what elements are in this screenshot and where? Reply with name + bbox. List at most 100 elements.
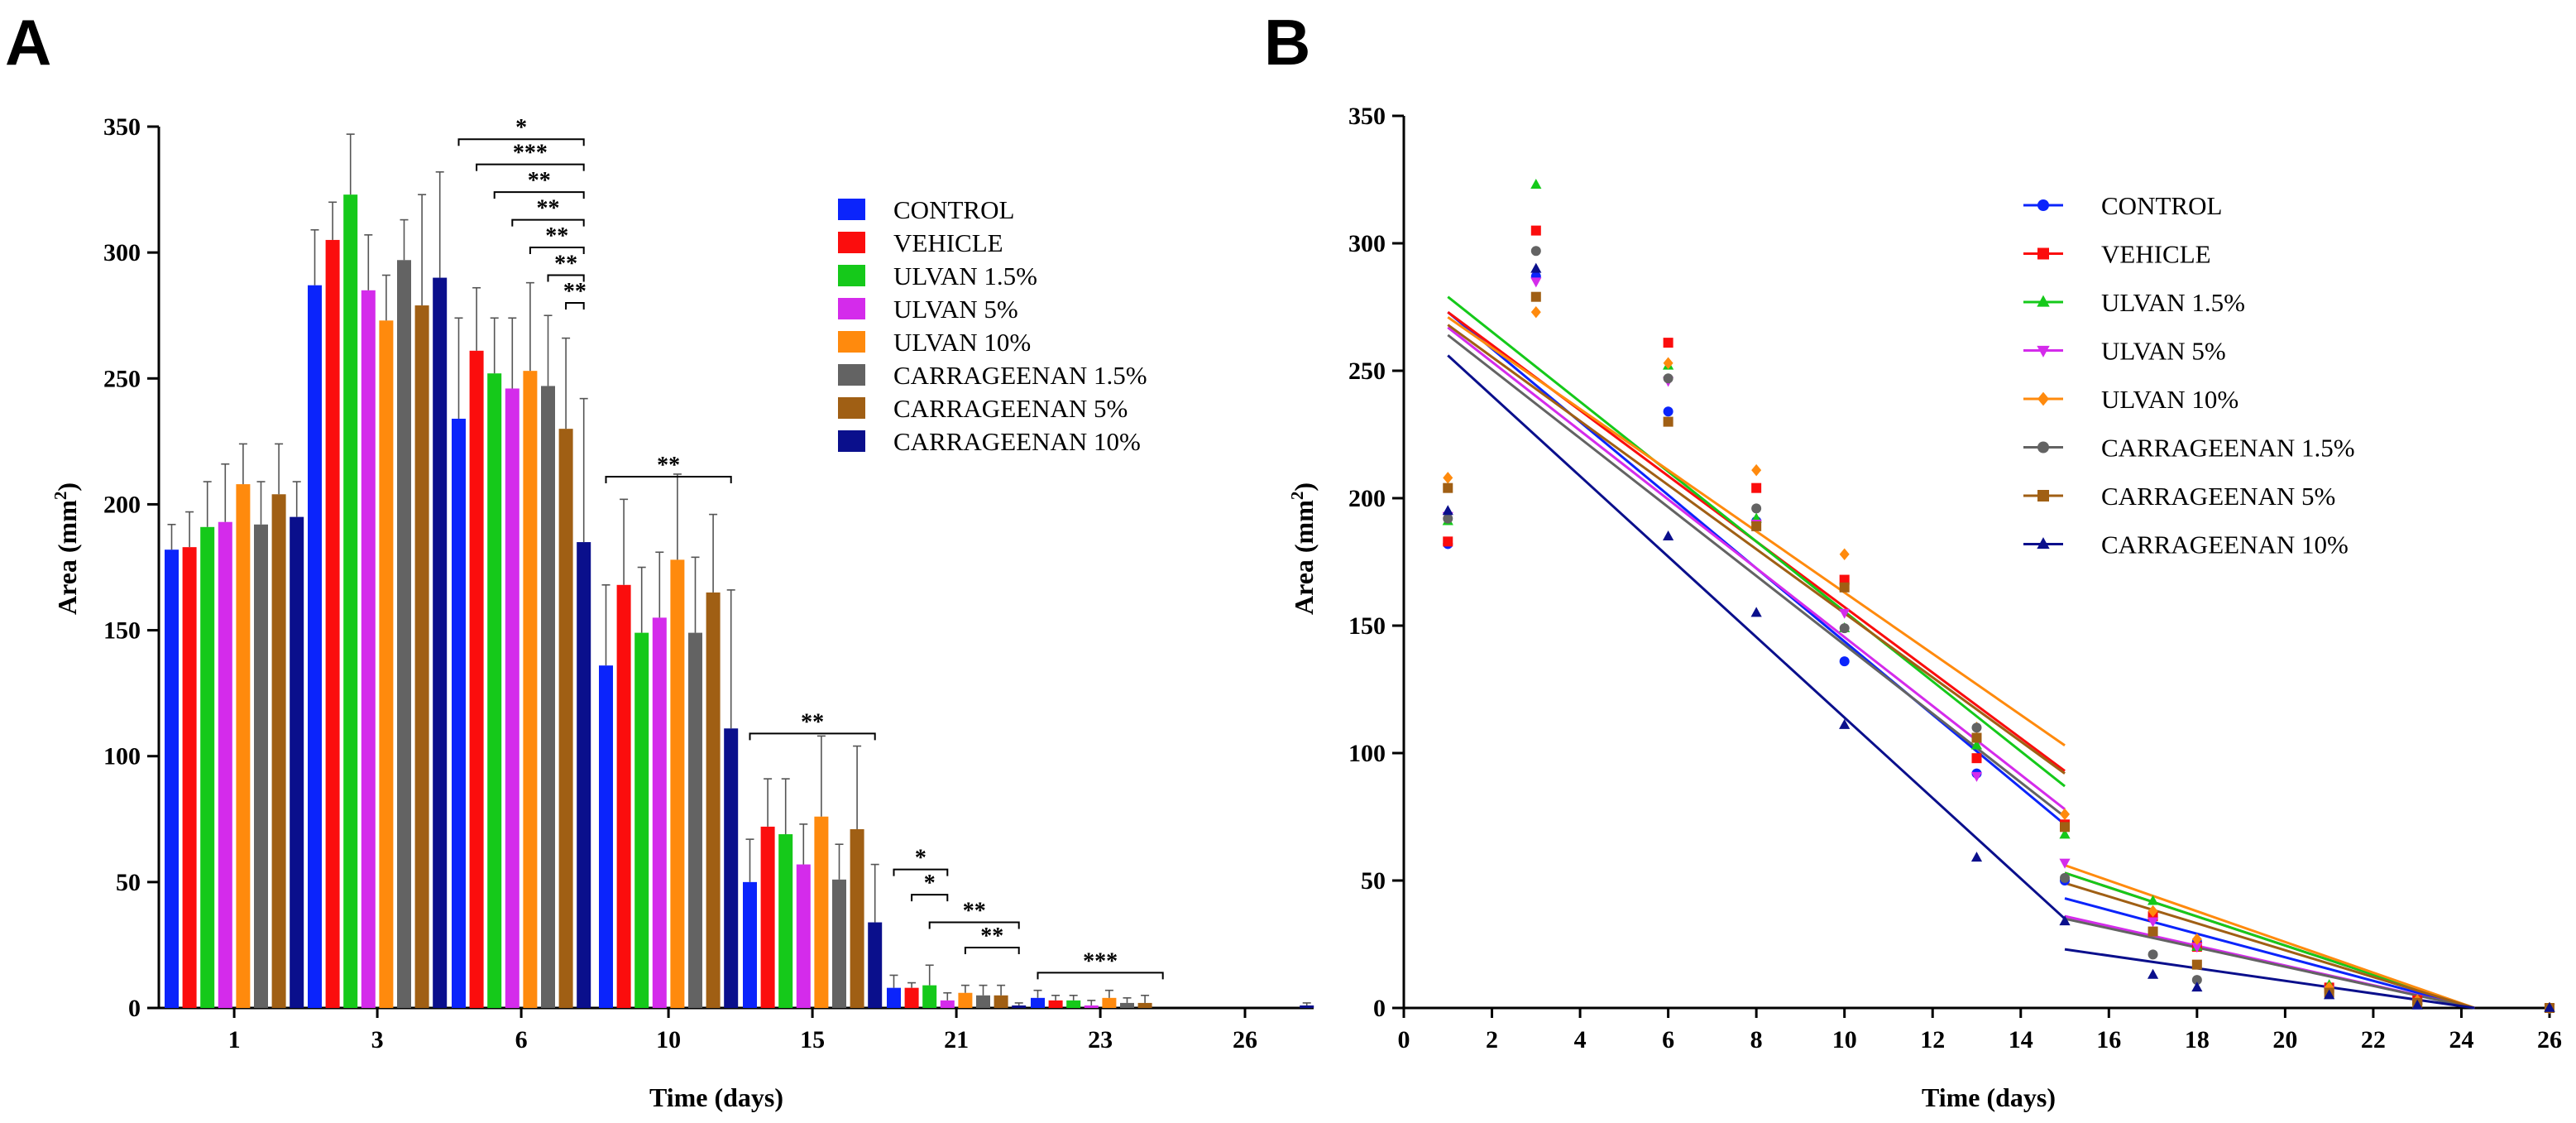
significance-bracket xyxy=(911,894,949,902)
bar xyxy=(1048,1000,1063,1008)
significance-label: ** xyxy=(563,279,587,305)
panel-b-x-tick-label: 24 xyxy=(2449,1026,2473,1053)
data-point xyxy=(1442,505,1453,516)
bar xyxy=(922,985,937,1008)
significance-label: ** xyxy=(801,709,824,735)
data-point xyxy=(1443,513,1453,524)
data-point xyxy=(2147,968,2159,979)
bar xyxy=(778,834,793,1008)
significance-label: * xyxy=(915,846,926,871)
panel-b-x-tick-label: 22 xyxy=(2361,1026,2386,1053)
data-point xyxy=(1839,582,1850,593)
legend-label: CONTROL xyxy=(893,195,1014,224)
significance-bracket xyxy=(893,868,949,876)
data-point xyxy=(1663,406,1673,417)
bar xyxy=(652,617,667,1008)
panel-b-x-tick-label: 10 xyxy=(1832,1026,1857,1053)
panel-b-x-tick-label: 26 xyxy=(2537,1026,2562,1053)
significance-label: ** xyxy=(657,453,680,478)
panel-a-y-tick-label: 150 xyxy=(103,617,141,645)
legend-label: ULVAN 10% xyxy=(2101,385,2238,414)
legend-swatch xyxy=(838,199,865,220)
bar xyxy=(1084,1005,1099,1008)
data-point xyxy=(2147,895,2159,905)
significance-label: ** xyxy=(980,924,1003,949)
data-point xyxy=(1663,338,1673,348)
data-point xyxy=(1839,656,1850,667)
panel-a-x-tick-label: 23 xyxy=(1088,1026,1113,1053)
panel-a-x-axis-title: Time (days) xyxy=(649,1082,783,1112)
data-point xyxy=(2191,975,2202,986)
bar xyxy=(994,995,1008,1008)
data-point xyxy=(1751,521,1762,531)
significance-label: ** xyxy=(545,223,568,249)
bar xyxy=(1137,1002,1152,1008)
panel-a-x-tick-label: 15 xyxy=(800,1026,825,1053)
significance-label: ** xyxy=(963,899,986,924)
data-point xyxy=(1839,548,1850,560)
data-point xyxy=(1751,463,1762,477)
panel-b-y-tick-label: 350 xyxy=(1348,103,1386,130)
data-point xyxy=(2544,1001,2555,1012)
panel-b-x-tick-label: 8 xyxy=(1750,1026,1763,1053)
data-point xyxy=(2191,933,2202,946)
trend-line xyxy=(1447,295,2066,788)
legend-label: VEHICLE xyxy=(2101,240,2211,269)
data-point xyxy=(2147,905,2158,918)
significance-bracket xyxy=(964,946,1020,954)
data-point xyxy=(1530,246,1541,257)
panel-a-x-tick-label: 10 xyxy=(656,1026,681,1053)
data-point xyxy=(1530,225,1541,236)
legend-label: ULVAN 10% xyxy=(893,328,1031,357)
data-point xyxy=(1530,277,1542,288)
significance-label: ** xyxy=(554,252,577,277)
panel-b-y-axis-superscript: 2 xyxy=(1287,492,1307,501)
bar xyxy=(361,290,376,1008)
bar xyxy=(724,728,739,1008)
trend-line xyxy=(2064,948,2475,1010)
bar xyxy=(814,816,829,1008)
panel-a-y-tick-label: 200 xyxy=(103,491,141,518)
bar xyxy=(271,494,286,1008)
data-point xyxy=(1751,503,1762,514)
trend-line xyxy=(2064,864,2475,1010)
bar xyxy=(236,484,251,1008)
panel-b-letter: B xyxy=(1264,6,1310,79)
bar xyxy=(1300,1005,1314,1008)
bar xyxy=(634,632,649,1008)
panel-b-x-tick-label: 16 xyxy=(2096,1026,2121,1053)
legend-label: CARRAGEENAN 1.5% xyxy=(2101,434,2355,463)
panel-b-y-tick-label: 250 xyxy=(1348,358,1386,385)
bar xyxy=(1031,997,1045,1008)
data-point xyxy=(1971,732,1982,743)
bar xyxy=(670,559,685,1008)
trend-line xyxy=(1447,316,2066,746)
data-point xyxy=(1751,482,1762,493)
bar xyxy=(182,547,197,1008)
significance-bracket xyxy=(605,475,732,483)
panel-a-y-tick-label: 100 xyxy=(103,743,141,770)
bar xyxy=(577,542,591,1008)
panel-a-x-tick-label: 1 xyxy=(228,1026,241,1053)
data-point xyxy=(1530,305,1541,319)
legend-swatch xyxy=(838,364,865,386)
significance-bracket xyxy=(928,921,1020,929)
panel-b-x-axis-title: Time (days) xyxy=(1922,1082,2056,1112)
bar xyxy=(397,260,411,1008)
data-point xyxy=(2060,808,2071,821)
bar xyxy=(850,828,864,1008)
data-point xyxy=(1663,416,1673,427)
legend-marker xyxy=(2037,247,2049,260)
legend-label: CARRAGEENAN 10% xyxy=(893,427,1141,456)
bar xyxy=(599,665,613,1008)
legend-swatch xyxy=(838,265,865,286)
data-point xyxy=(2059,915,2071,926)
data-point xyxy=(2059,828,2071,839)
legend-label: ULVAN 1.5% xyxy=(893,262,1037,290)
legend-label: CONTROL xyxy=(2101,191,2222,220)
trend-line xyxy=(1447,324,2066,775)
bar xyxy=(487,373,502,1008)
data-point xyxy=(2060,822,2071,833)
legend-label: ULVAN 1.5% xyxy=(2101,288,2245,317)
trend-line xyxy=(1447,334,2066,818)
